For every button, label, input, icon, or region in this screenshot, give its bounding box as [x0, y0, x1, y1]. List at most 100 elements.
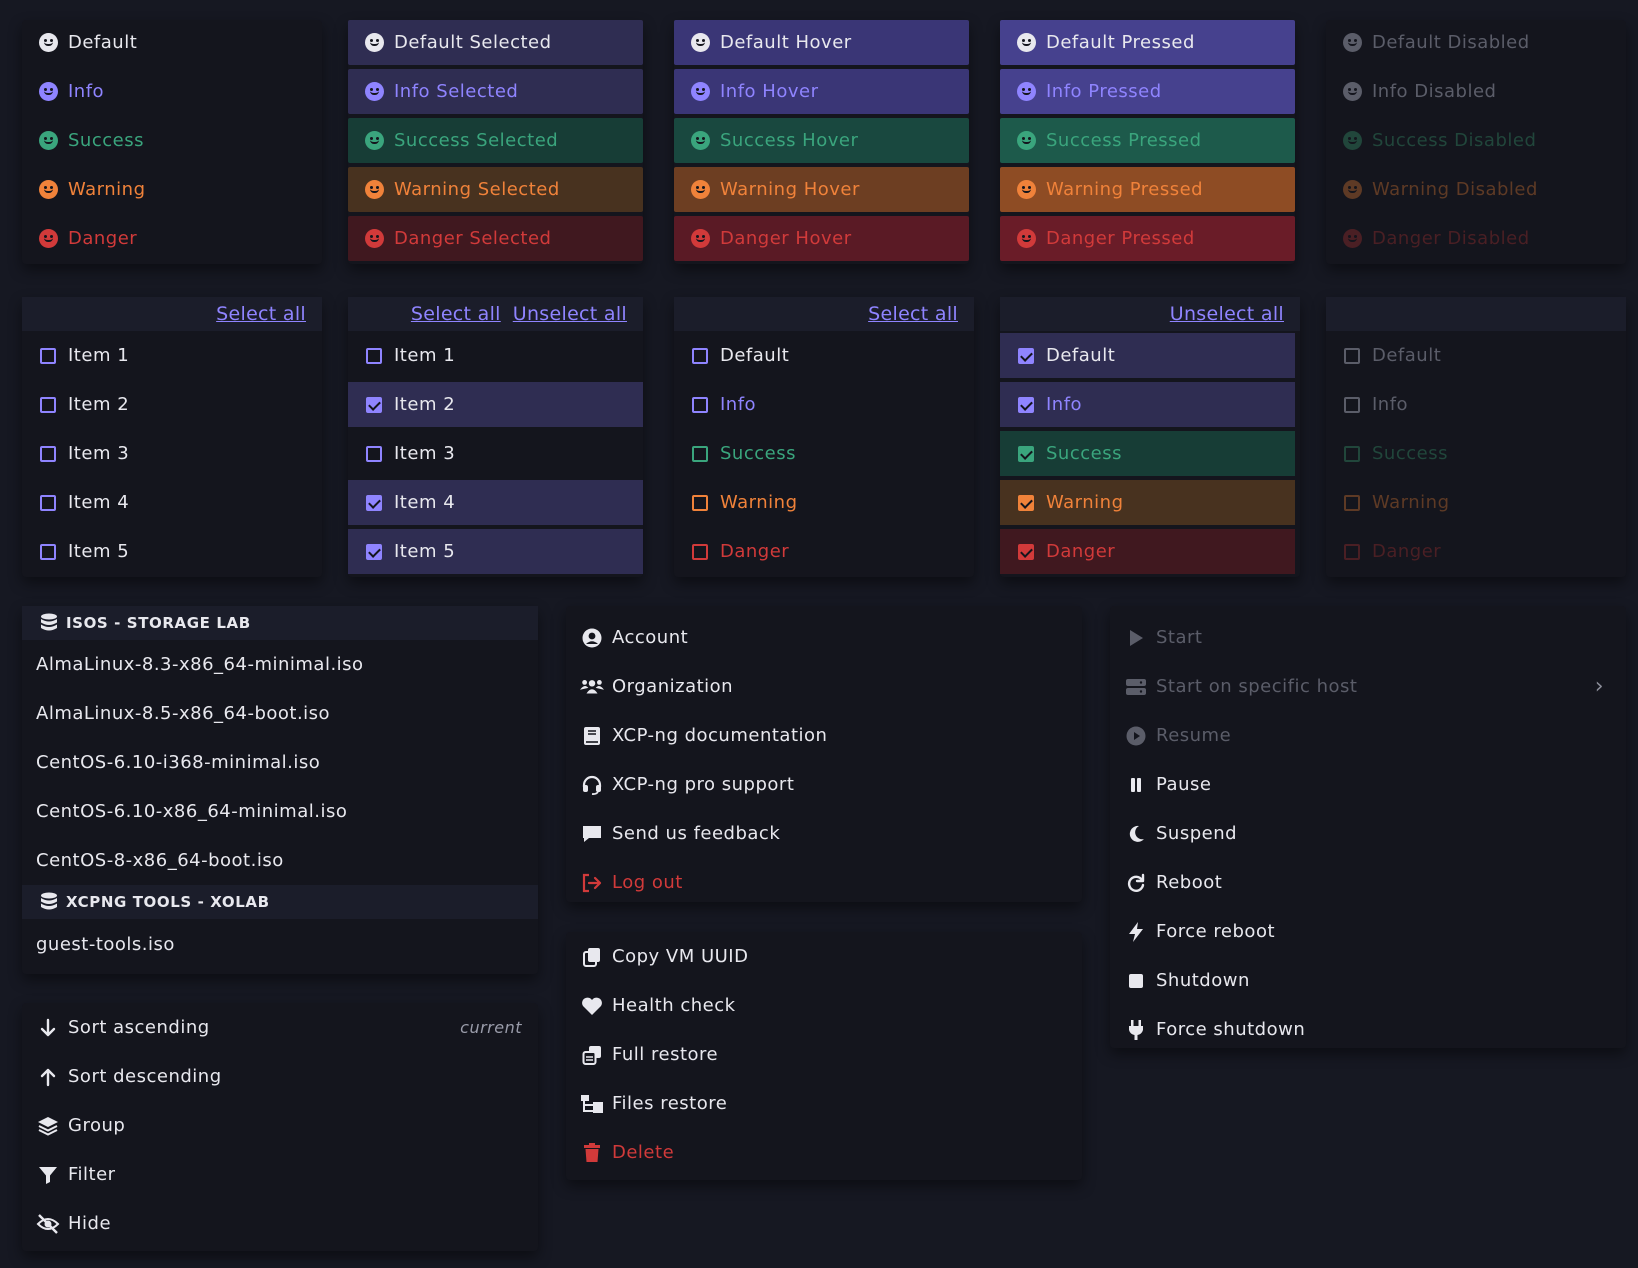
checkbox-checked-icon[interactable]: [362, 396, 386, 413]
iso-item[interactable]: CentOS-6.10-i368-minimal.iso: [22, 740, 538, 785]
checkbox-icon[interactable]: [688, 347, 712, 364]
checkbox-item-default[interactable]: Default: [674, 333, 974, 378]
menu-item-success[interactable]: Success: [22, 118, 322, 163]
checkbox-item-checked[interactable]: Item 2: [348, 382, 643, 427]
menu-item-warning-hover[interactable]: Warning Hover: [674, 167, 969, 212]
delete-item[interactable]: Delete: [566, 1130, 1082, 1175]
menu-item-info-hover[interactable]: Info Hover: [674, 69, 969, 114]
iso-item[interactable]: CentOS-6.10-x86_64-minimal.iso: [22, 789, 538, 834]
menu-label: Health check: [612, 995, 736, 1016]
checkbox-item-success-checked[interactable]: Success: [1000, 431, 1295, 476]
checkbox-checked-icon[interactable]: [1014, 543, 1038, 560]
checkbox-icon[interactable]: [688, 445, 712, 462]
full-restore-item[interactable]: Full restore: [566, 1032, 1082, 1077]
checkbox-panel-2: Select all Unselect all Item 1 Item 2 It…: [348, 297, 643, 577]
files-restore-item[interactable]: Files restore: [566, 1081, 1082, 1126]
menu-label: Force reboot: [1156, 921, 1276, 942]
checkbox-item[interactable]: Item 1: [348, 333, 643, 378]
checkbox-icon[interactable]: [36, 445, 60, 462]
checkbox-item[interactable]: Item 5: [22, 529, 322, 574]
checkbox-item-checked[interactable]: Item 5: [348, 529, 643, 574]
menu-item-default[interactable]: Default: [22, 20, 322, 65]
copy-uuid-item[interactable]: Copy VM UUID: [566, 934, 1082, 979]
menu-item-danger-pressed[interactable]: Danger Pressed: [1000, 216, 1295, 261]
checkbox-checked-icon[interactable]: [1014, 445, 1038, 462]
checkbox-item-danger[interactable]: Danger: [674, 529, 974, 574]
checkbox-icon[interactable]: [688, 543, 712, 560]
suspend-item[interactable]: Suspend: [1110, 811, 1626, 856]
force-shutdown-item[interactable]: Force shutdown: [1110, 1007, 1626, 1052]
sort-ascending-item[interactable]: Sort ascending current: [22, 1005, 538, 1050]
checkbox-item[interactable]: Item 3: [348, 431, 643, 476]
checkbox-item-danger-checked[interactable]: Danger: [1000, 529, 1295, 574]
checkbox-icon[interactable]: [688, 396, 712, 413]
menu-item-success-selected[interactable]: Success Selected: [348, 118, 643, 163]
force-reboot-item[interactable]: Force reboot: [1110, 909, 1626, 954]
checkbox-item-success[interactable]: Success: [674, 431, 974, 476]
health-check-item[interactable]: Health check: [566, 983, 1082, 1028]
unselect-all-link[interactable]: Unselect all: [1169, 303, 1284, 325]
filter-item[interactable]: Filter: [22, 1152, 538, 1197]
documentation-item[interactable]: XCP-ng documentation: [566, 713, 1082, 758]
users-icon: [580, 677, 604, 697]
group-item[interactable]: Group: [22, 1103, 538, 1148]
select-all-link[interactable]: Select all: [216, 303, 306, 325]
face-icon: [1340, 131, 1364, 150]
checkbox-checked-icon[interactable]: [1014, 396, 1038, 413]
checkbox-icon[interactable]: [362, 445, 386, 462]
checkbox-icon[interactable]: [36, 543, 60, 560]
menu-item-danger[interactable]: Danger: [22, 216, 322, 261]
select-all-link[interactable]: Select all: [410, 303, 501, 325]
menu-item-warning[interactable]: Warning: [22, 167, 322, 212]
menu-item-success-pressed[interactable]: Success Pressed: [1000, 118, 1295, 163]
menu-item-warning-pressed[interactable]: Warning Pressed: [1000, 167, 1295, 212]
checkbox-checked-icon[interactable]: [362, 543, 386, 560]
iso-item[interactable]: AlmaLinux-8.3-x86_64-minimal.iso: [22, 642, 538, 687]
checkbox-item[interactable]: Item 4: [22, 480, 322, 525]
sort-descending-item[interactable]: Sort descending: [22, 1054, 538, 1099]
checkbox-item-checked[interactable]: Item 4: [348, 480, 643, 525]
menu-item-danger-hover[interactable]: Danger Hover: [674, 216, 969, 261]
reboot-item[interactable]: Reboot: [1110, 860, 1626, 905]
checkbox-item-warning-checked[interactable]: Warning: [1000, 480, 1295, 525]
organization-item[interactable]: Organization: [566, 664, 1082, 709]
log-out-item[interactable]: Log out: [566, 860, 1082, 905]
checkbox-checked-icon[interactable]: [362, 494, 386, 511]
iso-item[interactable]: guest-tools.iso: [22, 922, 538, 967]
menu-item-info[interactable]: Info: [22, 69, 322, 114]
checkbox-checked-icon[interactable]: [1014, 494, 1038, 511]
checkbox-icon[interactable]: [362, 347, 386, 364]
pro-support-item[interactable]: XCP-ng pro support: [566, 762, 1082, 807]
checkbox-item-warning[interactable]: Warning: [674, 480, 974, 525]
checkbox-icon[interactable]: [36, 347, 60, 364]
checkbox-item-info-checked[interactable]: Info: [1000, 382, 1295, 427]
iso-item[interactable]: AlmaLinux-8.5-x86_64-boot.iso: [22, 691, 538, 736]
menu-item-default-pressed[interactable]: Default Pressed: [1000, 20, 1295, 65]
unselect-all-link[interactable]: Unselect all: [512, 303, 627, 325]
menu-item-info-pressed[interactable]: Info Pressed: [1000, 69, 1295, 114]
feedback-item[interactable]: Send us feedback: [566, 811, 1082, 856]
checkbox-icon[interactable]: [688, 494, 712, 511]
pause-item[interactable]: Pause: [1110, 762, 1626, 807]
checkbox-item[interactable]: Item 2: [22, 382, 322, 427]
menu-item-info-selected[interactable]: Info Selected: [348, 69, 643, 114]
menu-item-warning-selected[interactable]: Warning Selected: [348, 167, 643, 212]
checkbox-item-info[interactable]: Info: [674, 382, 974, 427]
checkbox-icon[interactable]: [36, 396, 60, 413]
iso-item[interactable]: CentOS-8-x86_64-boot.iso: [22, 838, 538, 883]
checkbox-item[interactable]: Item 1: [22, 333, 322, 378]
heart-icon: [580, 996, 604, 1016]
checkbox-checked-icon[interactable]: [1014, 347, 1038, 364]
account-item[interactable]: Account: [566, 615, 1082, 660]
hide-item[interactable]: Hide: [22, 1201, 538, 1246]
arrow-up-icon: [36, 1067, 60, 1087]
menu-item-success-hover[interactable]: Success Hover: [674, 118, 969, 163]
select-all-link[interactable]: Select all: [868, 303, 958, 325]
menu-item-default-selected[interactable]: Default Selected: [348, 20, 643, 65]
menu-item-danger-selected[interactable]: Danger Selected: [348, 216, 643, 261]
menu-item-default-hover[interactable]: Default Hover: [674, 20, 969, 65]
checkbox-item[interactable]: Item 3: [22, 431, 322, 476]
checkbox-item-default-checked[interactable]: Default: [1000, 333, 1295, 378]
shutdown-item[interactable]: Shutdown: [1110, 958, 1626, 1003]
checkbox-icon[interactable]: [36, 494, 60, 511]
